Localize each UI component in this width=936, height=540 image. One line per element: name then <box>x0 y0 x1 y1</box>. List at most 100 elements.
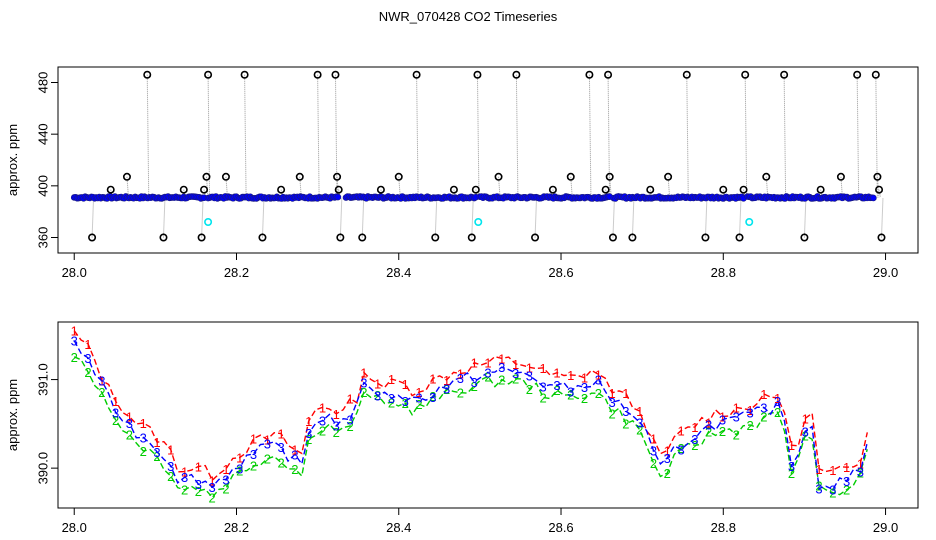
series-3-symbol: 3 <box>664 451 671 466</box>
series-3-symbol: 3 <box>264 437 271 452</box>
outlier-point <box>836 172 845 181</box>
series-3-symbol: 3 <box>471 375 478 390</box>
top-y-tick-label: 400 <box>35 175 50 197</box>
series-3-symbol: 3 <box>126 416 133 431</box>
series-3-symbol: 3 <box>567 384 574 399</box>
series-3-symbol: 3 <box>236 461 243 476</box>
outlier-point <box>376 185 385 194</box>
series-3-symbol: 3 <box>829 483 836 498</box>
outlier-point <box>471 185 480 194</box>
series-3-symbol: 3 <box>857 465 864 480</box>
series-2-symbol: 2 <box>484 369 491 384</box>
series-1-symbol: 1 <box>250 432 257 447</box>
series-3-line <box>73 340 868 491</box>
series-3-symbol: 3 <box>802 424 809 439</box>
series-3-symbol: 3 <box>526 369 533 384</box>
series-1-symbol: 1 <box>319 400 326 415</box>
series-1-symbol: 1 <box>236 451 243 466</box>
series-3-symbol: 3 <box>622 404 629 419</box>
series-3-symbol: 3 <box>305 426 312 441</box>
spike-line <box>317 74 320 198</box>
series-2-symbol: 2 <box>84 365 91 380</box>
series-3-symbol: 3 <box>112 405 119 420</box>
series-3-symbol: 3 <box>84 351 91 366</box>
series-2-symbol: 2 <box>402 396 409 411</box>
bottom-y-tick-label: 391.0 <box>35 363 50 396</box>
series-3-symbol: 3 <box>774 394 781 409</box>
bottom-x-tick-label: 28.2 <box>224 520 249 535</box>
series-2-symbol: 2 <box>677 441 684 456</box>
outlier-point <box>741 70 750 79</box>
outlier-point <box>88 233 97 242</box>
outlier-point <box>394 172 403 181</box>
series-2-symbol: 2 <box>457 386 464 401</box>
outlier-point <box>605 172 614 181</box>
series-1-symbol: 1 <box>140 416 147 431</box>
series-2-symbol: 2 <box>691 438 698 453</box>
series-2-symbol: 2 <box>388 395 395 410</box>
series-2-symbol: 2 <box>498 372 505 387</box>
series-3-symbol: 3 <box>167 459 174 474</box>
series-1-symbol: 1 <box>484 355 491 370</box>
series-2-symbol: 2 <box>167 469 174 484</box>
series-1-symbol: 1 <box>291 443 298 458</box>
series-1-symbol: 1 <box>677 424 684 439</box>
spike-line <box>612 197 615 238</box>
series-3-symbol: 3 <box>277 440 284 455</box>
series-3-symbol: 3 <box>677 442 684 457</box>
series-1-symbol: 1 <box>581 371 588 386</box>
series-2-symbol: 2 <box>650 456 657 471</box>
series-3-symbol: 3 <box>333 419 340 434</box>
spike-line <box>225 176 228 198</box>
chart-title: NWR_070428 CO2 Timeseries <box>378 9 558 24</box>
outlier-point <box>601 185 610 194</box>
series-2-symbol: 2 <box>98 385 105 400</box>
series-3-symbol: 3 <box>181 470 188 485</box>
bottom-x-tick-label: 28.0 <box>62 520 87 535</box>
series-1-symbol: 1 <box>84 337 91 352</box>
outlier-point <box>200 185 209 194</box>
series-2-symbol: 2 <box>829 486 836 501</box>
series-1-symbol: 1 <box>829 463 836 478</box>
series-3-symbol: 3 <box>760 400 767 415</box>
series-2-symbol: 2 <box>236 464 243 479</box>
series-2-symbol: 2 <box>333 425 340 440</box>
spike-line <box>91 197 95 238</box>
outlier-point <box>701 233 710 242</box>
spike-line <box>299 176 302 198</box>
outlier-point <box>739 185 748 194</box>
series-3-symbol: 3 <box>650 444 657 459</box>
outlier-point <box>431 233 440 242</box>
series-1-symbol: 1 <box>609 386 616 401</box>
data-point <box>334 193 342 201</box>
outlier-point <box>159 233 168 242</box>
outlier-point <box>664 172 673 181</box>
series-1-symbol: 1 <box>664 444 671 459</box>
outlier-point <box>258 233 267 242</box>
series-2-symbol: 2 <box>443 382 450 397</box>
top-y-axis: 360 400 440 480 <box>35 72 58 248</box>
series-3-symbol: 3 <box>457 371 464 386</box>
series-3-symbol: 3 <box>429 390 436 405</box>
series-3-symbol: 3 <box>360 376 367 391</box>
series-1-symbol: 1 <box>553 366 560 381</box>
spike-line <box>878 189 882 198</box>
series-1-symbol: 1 <box>126 410 133 425</box>
series-3-symbol: 3 <box>195 477 202 492</box>
series-3-symbol: 3 <box>498 360 505 375</box>
series-1-symbol: 1 <box>540 361 547 376</box>
series-2-symbol: 2 <box>305 432 312 447</box>
series-1-symbol: 1 <box>415 385 422 400</box>
top-x-tick-label: 28.6 <box>548 265 573 280</box>
outlier-point <box>548 185 557 194</box>
outlier-point <box>313 70 322 79</box>
series-1-symbol: 1 <box>277 426 284 441</box>
series-2-symbol: 2 <box>815 478 822 493</box>
series-1-symbol: 1 <box>333 407 340 422</box>
series-1-symbol: 1 <box>167 443 174 458</box>
series-1-symbol: 1 <box>153 435 160 450</box>
series-1-symbol: 1 <box>526 360 533 375</box>
series-2-symbol: 2 <box>250 459 257 474</box>
outlier-point <box>604 70 613 79</box>
series-2-symbol: 2 <box>788 466 795 481</box>
